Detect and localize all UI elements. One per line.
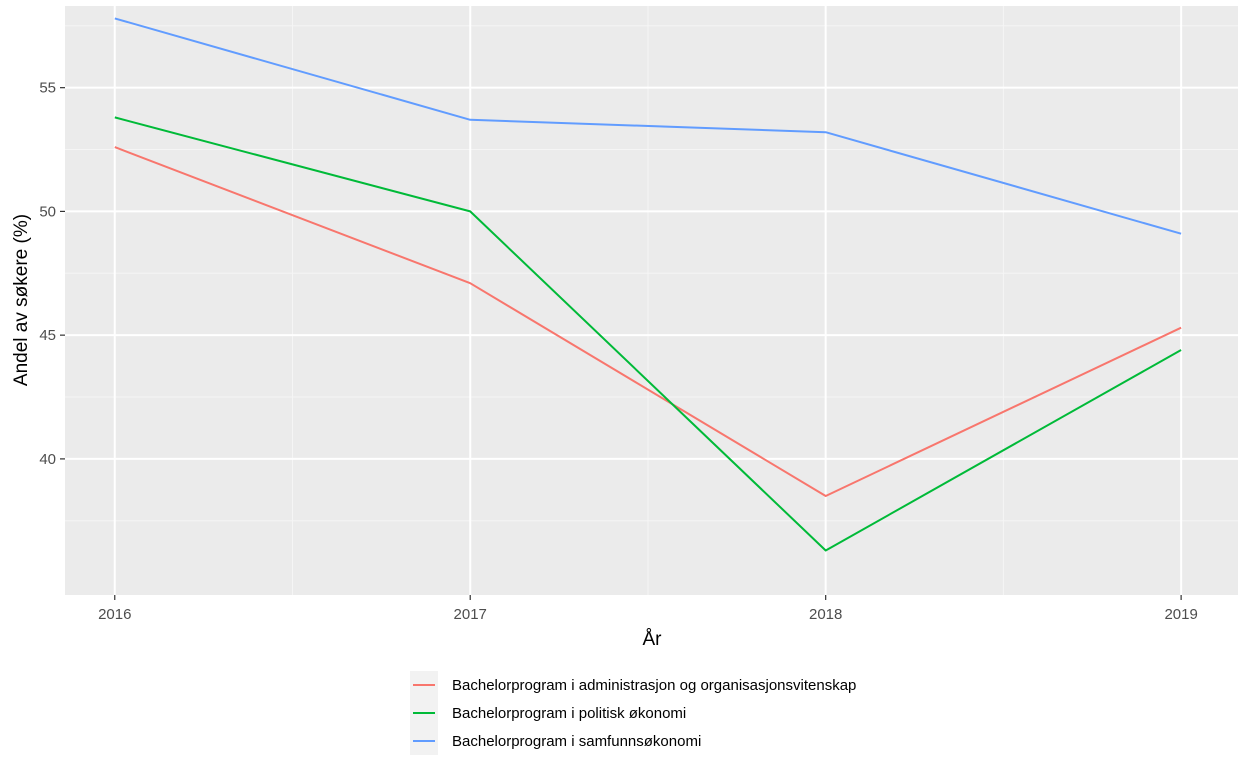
legend-label: Bachelorprogram i politisk økonomi (452, 705, 686, 722)
y-tick-label: 45 (39, 327, 56, 344)
y-tick-label: 40 (39, 451, 56, 468)
y-tick-labels: 40 45 50 55 (39, 80, 56, 468)
series-line-2 (114, 116, 1182, 552)
panel-background (65, 6, 1238, 595)
minor-gridlines (65, 6, 1238, 595)
series-line-1 (114, 146, 1182, 497)
legend-label: Bachelorprogram i samfunnsøkonomi (452, 733, 701, 750)
legend: Bachelorprogram i administrasjon og orga… (410, 671, 856, 755)
x-tick-label: 2017 (454, 606, 487, 623)
y-axis-title: Andel av søkere (%) (11, 214, 32, 386)
x-tick-label: 2016 (98, 606, 131, 623)
major-gridlines (65, 6, 1238, 595)
axis-ticks (60, 87, 1182, 600)
x-tick-labels: 2016 2017 2018 2019 (98, 606, 1198, 623)
series-lines (114, 17, 1182, 552)
series-line-3 (114, 17, 1182, 235)
y-tick-label: 50 (39, 203, 56, 220)
x-tick-label: 2019 (1164, 606, 1197, 623)
x-tick-label: 2018 (809, 606, 842, 623)
y-tick-label: 55 (39, 80, 56, 97)
x-axis-title: År (643, 629, 663, 650)
legend-label: Bachelorprogram i administrasjon og orga… (452, 677, 856, 694)
